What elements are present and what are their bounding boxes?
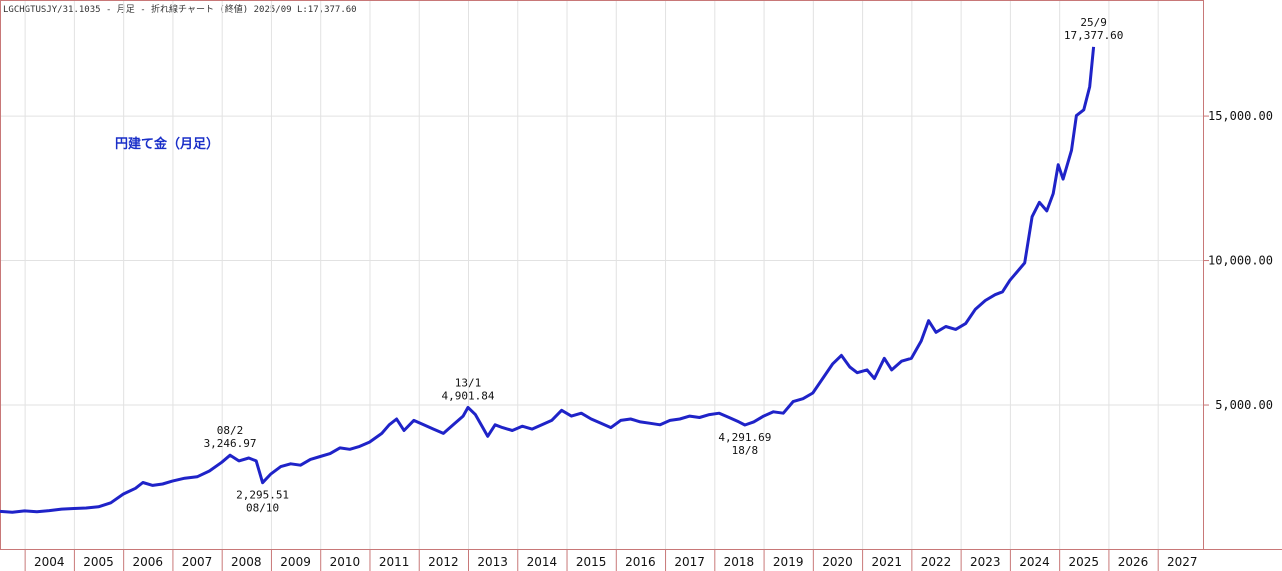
- x-tick-label: 2022: [921, 555, 952, 569]
- plot-frame: [0, 0, 1204, 550]
- x-tick-label: 2018: [724, 555, 755, 569]
- x-tick-label: 2014: [527, 555, 558, 569]
- x-tick-label: 2005: [83, 555, 114, 569]
- annotation-label: 08/10: [246, 502, 279, 515]
- x-tick-label: 2007: [182, 555, 213, 569]
- annotation-label: 4,291.69: [718, 431, 771, 444]
- y-tick-label: 15,000.00: [1208, 109, 1273, 123]
- x-tick-label: 2016: [625, 555, 656, 569]
- y-axis: 5,000.00 10,000.00 15,000.00: [1203, 109, 1273, 412]
- x-tick-label: 2015: [576, 555, 607, 569]
- annotation-label: 13/1: [455, 376, 482, 389]
- annotation-label: 4,901.84: [442, 389, 495, 402]
- x-tick-label: 2006: [133, 555, 164, 569]
- chart-header: LGCHGTUSJY/31.1035 - 月足 - 折れ線チャート (終値) 2…: [3, 3, 357, 15]
- x-tick-label: 2019: [773, 555, 804, 569]
- x-tick-label: 2027: [1167, 555, 1198, 569]
- x-tick-label: 2023: [970, 555, 1001, 569]
- annotation-label: 17,377.60: [1064, 29, 1124, 42]
- x-tick-label: 2013: [477, 555, 508, 569]
- x-tick-label: 2024: [1019, 555, 1050, 569]
- series-line: [0, 46, 1096, 514]
- annotation-label: 25/9: [1080, 16, 1107, 29]
- x-tick-label: 2026: [1118, 555, 1149, 569]
- x-tick-label: 2008: [231, 555, 262, 569]
- annotation-label: 3,246.97: [204, 437, 257, 450]
- x-axis: 2004 2005 2006 2007 2008 2009 2010 2011 2012 2013…: [24, 549, 1198, 571]
- y-tick-label: 5,000.00: [1215, 398, 1273, 412]
- x-tick-label: 2011: [379, 555, 410, 569]
- x-tick-label: 2025: [1069, 555, 1100, 569]
- x-tick-label: 2020: [822, 555, 853, 569]
- x-tick-label: 2009: [280, 555, 311, 569]
- chart-title: 円建て金（月足）: [115, 136, 219, 152]
- x-tick-label: 2010: [330, 555, 361, 569]
- annotation-label: 2,295.51: [236, 489, 289, 502]
- annotation-label: 18/8: [732, 444, 759, 457]
- x-tick-label: 2021: [871, 555, 902, 569]
- x-tick-label: 2004: [34, 555, 65, 569]
- grid-lines: [0, 0, 1203, 549]
- x-tick-label: 2017: [674, 555, 705, 569]
- y-tick-label: 10,000.00: [1208, 254, 1273, 268]
- annotation-label: 08/2: [217, 424, 244, 437]
- x-tick-label: 2012: [428, 555, 459, 569]
